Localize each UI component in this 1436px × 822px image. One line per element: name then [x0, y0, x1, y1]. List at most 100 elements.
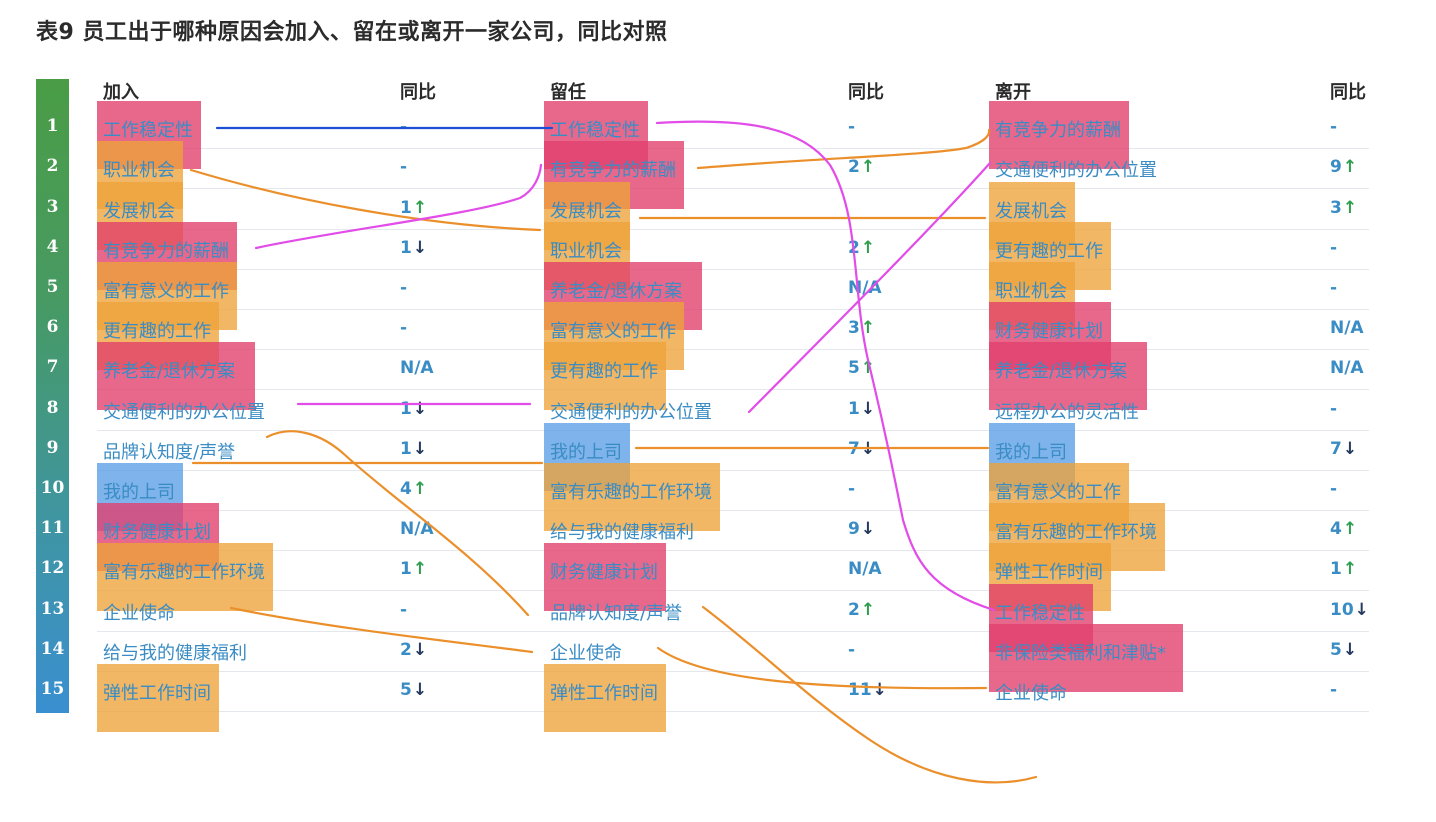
join-yoy-number: 2 — [400, 639, 412, 660]
stay-yoy-number: 9 — [848, 519, 860, 540]
leave-yoy-number: - — [1330, 237, 1338, 258]
highlight-block — [989, 101, 1129, 170]
join-yoy-number: 1 — [400, 438, 412, 459]
highlight-block — [97, 663, 219, 732]
leave-yoy-value: 9↑ — [1330, 157, 1357, 177]
stay-item: 发展机会 — [550, 200, 622, 222]
stay-yoy-value: - — [848, 117, 855, 137]
rank-number: 6 — [46, 317, 59, 338]
rank-number: 1 — [46, 116, 59, 137]
row-divider — [97, 188, 1369, 190]
arrow-up-icon: ↑ — [1342, 197, 1358, 218]
leave-yoy-value: N/A — [1330, 358, 1364, 378]
arrow-up-icon: ↑ — [1342, 157, 1358, 178]
leave-yoy-value: 7↓ — [1330, 439, 1357, 459]
join-item: 有竞争力的薪酬 — [103, 240, 229, 262]
join-item: 养老金/退休方案 — [103, 361, 236, 383]
stay-yoy-number: 5 — [848, 358, 860, 379]
header-leave-yoy: 同比 — [1330, 82, 1366, 103]
leave-yoy-value: - — [1330, 117, 1337, 137]
highlight-block — [989, 342, 1147, 411]
row-divider — [97, 469, 1369, 471]
rank-number: 11 — [40, 518, 65, 539]
connector-line — [189, 168, 542, 232]
arrow-down-icon: ↓ — [1342, 639, 1358, 660]
arrow-up-icon: ↑ — [412, 197, 428, 218]
join-yoy-value: 2↓ — [400, 640, 427, 660]
leave-yoy-value: - — [1330, 278, 1337, 298]
leave-item: 交通便利的办公位置 — [995, 160, 1157, 182]
page-title: 表9 员工出于哪种原因会加入、留在或离开一家公司，同比对照 — [36, 20, 668, 45]
stay-item: 富有乐趣的工作环境 — [550, 481, 712, 503]
stay-yoy-number: 3 — [848, 318, 860, 339]
join-yoy-value: - — [400, 278, 407, 298]
header-stay-yoy: 同比 — [848, 82, 884, 103]
rank-number: 13 — [40, 598, 65, 619]
leave-yoy-value: - — [1330, 399, 1337, 419]
leave-item: 养老金/退休方案 — [995, 361, 1128, 383]
join-yoy-number: 5 — [400, 679, 412, 700]
header-join-yoy: 同比 — [400, 82, 436, 103]
join-yoy-value: - — [400, 318, 407, 338]
stay-item: 财务健康计划 — [550, 562, 658, 584]
join-yoy-number: 1 — [400, 197, 412, 218]
stay-yoy-value: - — [848, 640, 855, 660]
join-yoy-value: N/A — [400, 519, 434, 539]
highlight-block — [97, 342, 255, 411]
stay-yoy-value: 2↑ — [848, 157, 875, 177]
highlight-block — [544, 462, 720, 531]
row-divider — [97, 550, 1369, 552]
join-item: 更有趣的工作 — [103, 321, 211, 343]
stay-item: 工作稳定性 — [550, 120, 640, 142]
leave-yoy-number: N/A — [1330, 358, 1364, 379]
row-divider — [97, 309, 1369, 310]
join-yoy-number: - — [400, 277, 408, 298]
rank-number: 3 — [46, 196, 59, 217]
join-item: 交通便利的办公位置 — [103, 401, 265, 423]
arrow-up-icon: ↑ — [412, 478, 428, 499]
leave-item: 有竞争力的薪酬 — [995, 120, 1121, 142]
highlight-block — [989, 623, 1183, 692]
stay-yoy-value: - — [848, 479, 855, 499]
stay-item: 给与我的健康福利 — [550, 522, 694, 544]
arrow-down-icon: ↓ — [412, 639, 428, 660]
stay-yoy-value: 1↓ — [848, 399, 875, 419]
highlight-block — [544, 663, 666, 732]
row-divider — [97, 510, 1369, 511]
arrow-up-icon: ↑ — [860, 237, 876, 258]
connector-line — [265, 430, 530, 617]
stay-yoy-number: 11 — [848, 679, 872, 700]
leave-yoy-number: - — [1330, 117, 1338, 138]
join-item: 发展机会 — [103, 200, 175, 222]
leave-yoy-number: 7 — [1330, 438, 1342, 459]
rank-number: 14 — [40, 638, 65, 659]
stay-item: 养老金/退休方案 — [550, 280, 683, 302]
join-item: 富有乐趣的工作环境 — [103, 562, 265, 584]
highlight-block — [544, 543, 666, 612]
join-item: 弹性工作时间 — [103, 682, 211, 704]
row-divider — [97, 711, 1369, 712]
rank-number: 4 — [46, 236, 59, 257]
stay-item: 交通便利的办公位置 — [550, 401, 712, 423]
stay-item: 弹性工作时间 — [550, 682, 658, 704]
rank-bar — [36, 79, 69, 713]
highlight-block — [544, 342, 666, 411]
row-divider — [97, 148, 1369, 150]
stay-yoy-number: - — [848, 117, 856, 138]
join-item: 我的上司 — [103, 481, 175, 503]
leave-item: 工作稳定性 — [995, 602, 1085, 624]
stay-item: 有竞争力的薪酬 — [550, 160, 676, 182]
leave-yoy-number: 1 — [1330, 559, 1342, 580]
join-yoy-value: - — [400, 157, 407, 177]
connector-line — [701, 605, 1038, 784]
arrow-down-icon: ↓ — [872, 679, 887, 700]
stay-item: 更有趣的工作 — [550, 361, 658, 383]
connector-line — [696, 128, 991, 170]
leave-item: 企业使命 — [995, 682, 1067, 704]
header-stay: 留任 — [550, 82, 586, 103]
stay-yoy-value: 9↓ — [848, 519, 875, 539]
join-yoy-value: 5↓ — [400, 680, 427, 700]
leave-item: 非保险类福利和津贴* — [995, 642, 1166, 664]
leave-yoy-number: - — [1330, 277, 1338, 298]
join-yoy-value: 1↑ — [400, 198, 427, 218]
